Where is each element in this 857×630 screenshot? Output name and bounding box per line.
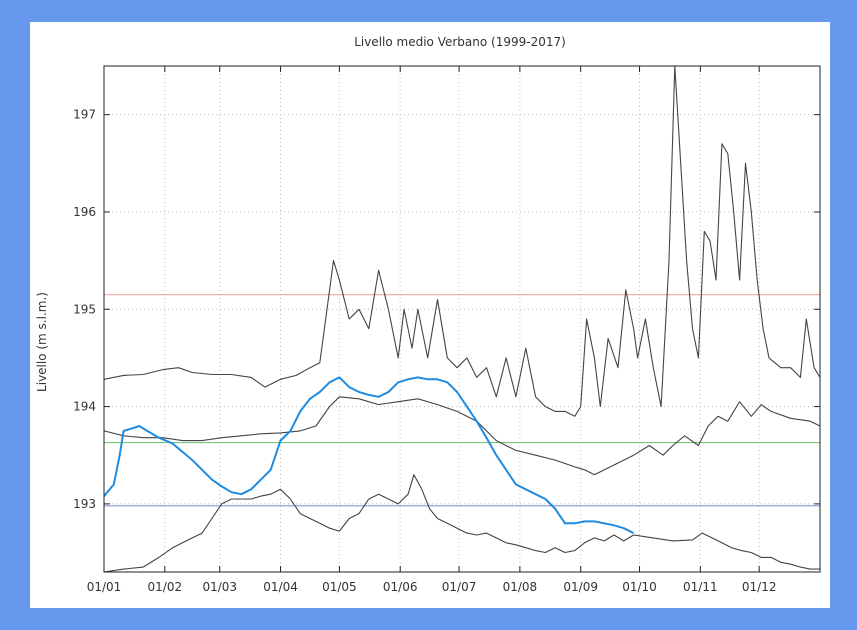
x-tick-label: 01/10 [622, 580, 657, 594]
series-line-3 [103, 474, 820, 573]
x-tick-label: 01/01 [87, 580, 122, 594]
x-tick-label: 01/05 [322, 580, 357, 594]
chart-title: Livello medio Verbano (1999-2017) [354, 35, 566, 49]
x-tick-label: 01/04 [263, 580, 298, 594]
x-tick-label: 01/12 [742, 580, 777, 594]
x-tick-label: 01/09 [563, 580, 598, 594]
y-tick-label: 196 [73, 205, 96, 219]
x-tick-label: 01/08 [503, 580, 538, 594]
axis-ticks: 01/01 01/02 01/03 01/04 01/05 01/06 01/07 01/08… [73, 66, 820, 594]
plot-border [103, 65, 821, 573]
reference-lines [104, 294, 820, 507]
x-tick-label: 01/03 [202, 580, 237, 594]
series-line-current [103, 376, 635, 534]
x-tick-label: 01/07 [442, 580, 477, 594]
x-tick-label: 01/06 [383, 580, 418, 594]
y-tick-label: 195 [73, 302, 96, 316]
y-tick-label: 197 [73, 108, 96, 122]
y-tick-label: 194 [73, 400, 96, 414]
x-tick-label: 01/11 [683, 580, 718, 594]
series-line-1 [103, 65, 821, 417]
grid-lines [104, 66, 820, 572]
series-line-2 [103, 396, 821, 476]
y-tick-label: 193 [73, 497, 96, 511]
x-tick-label: 01/02 [148, 580, 183, 594]
y-axis-label: Livello (m s.l.m.) [35, 292, 49, 392]
series-lines [103, 65, 821, 573]
chart-panel: Livello medio Verbano (1999-2017) Livell… [30, 22, 830, 608]
line-chart: Livello medio Verbano (1999-2017) Livell… [35, 35, 821, 594]
